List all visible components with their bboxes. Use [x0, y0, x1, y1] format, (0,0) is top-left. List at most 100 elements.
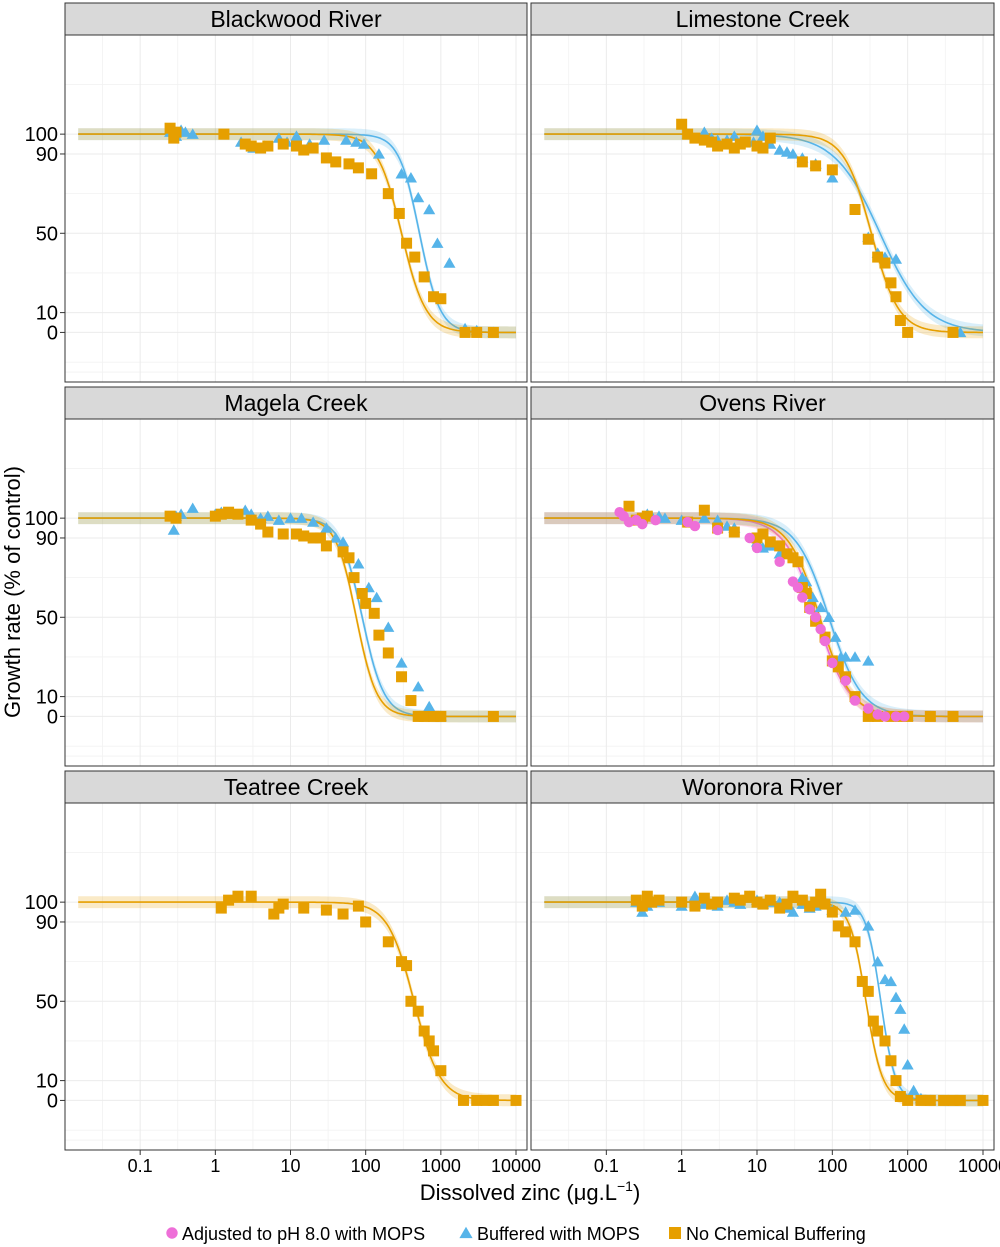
data-point-none — [337, 546, 349, 558]
data-point-none — [215, 508, 227, 520]
data-point-none — [510, 1094, 522, 1106]
data-point-none — [298, 530, 310, 542]
y-tick-label: 50 — [36, 607, 58, 629]
data-point-mops — [382, 621, 395, 632]
data-point-none — [781, 898, 793, 910]
data-point-none — [423, 1035, 435, 1047]
x-tick-label: 1000 — [888, 1156, 928, 1176]
legend-key-none — [669, 1227, 681, 1239]
data-point-ph8 — [797, 592, 808, 603]
data-point-mops — [848, 904, 862, 915]
data-point-mops — [336, 536, 350, 547]
data-point-mops — [839, 651, 852, 662]
data-point-none — [352, 162, 364, 174]
data-point-none — [810, 896, 822, 908]
data-point-none — [862, 985, 874, 997]
data-point-ph8 — [637, 518, 648, 530]
data-point-mops — [186, 128, 199, 139]
data-point-none — [412, 710, 424, 722]
x-tick-label: 100 — [351, 1156, 381, 1176]
data-point-none — [947, 326, 959, 338]
data-point-none — [330, 156, 342, 168]
legend-label: Adjusted to pH 8.0 with MOPS — [182, 1224, 425, 1244]
data-point-none — [428, 291, 440, 303]
x-tick-label: 100 — [817, 1156, 847, 1176]
data-point-none — [804, 900, 816, 912]
data-point-none — [781, 548, 793, 560]
data-point-ph8 — [840, 675, 851, 686]
data-point-none — [800, 587, 812, 599]
x-tick-label: 10 — [747, 1156, 767, 1176]
panel-border — [530, 418, 995, 767]
data-point-none — [826, 164, 838, 176]
data-point-mops — [822, 611, 835, 622]
data-point-mops — [698, 126, 711, 137]
data-point-mops — [773, 144, 786, 155]
data-point-none — [924, 1094, 936, 1106]
data-point-none — [872, 251, 884, 263]
data-point-none — [947, 1094, 959, 1106]
y-tick-label: 50 — [36, 991, 58, 1013]
data-point-mops — [901, 1058, 914, 1070]
data-point-none — [774, 540, 786, 552]
data-point-none — [856, 975, 868, 987]
data-point-none — [435, 1065, 447, 1077]
data-point-mops — [318, 134, 331, 145]
data-point-none — [862, 710, 874, 722]
x-tick-label: 0.1 — [128, 1156, 153, 1176]
data-point-none — [764, 132, 776, 144]
data-point-none — [471, 326, 483, 338]
data-point-mops — [295, 512, 308, 523]
data-point-none — [401, 960, 413, 972]
data-point-none — [653, 894, 665, 906]
data-point-none — [352, 900, 364, 912]
data-point-mops — [284, 512, 297, 523]
facet-panel: Magela Creek — [64, 386, 528, 767]
data-point-mops — [658, 512, 672, 523]
data-point-none — [676, 896, 688, 908]
panel-background — [65, 35, 527, 382]
data-point-none — [712, 896, 724, 908]
data-point-none — [832, 661, 844, 673]
data-points — [215, 890, 522, 1106]
data-point-none — [698, 134, 710, 146]
data-point-mops — [423, 203, 436, 215]
facet-title: Magela Creek — [224, 390, 368, 416]
x-tick-label: 1 — [677, 1156, 687, 1176]
y-tick-label: 50 — [36, 223, 58, 245]
data-point-none — [337, 908, 349, 920]
data-point-mops — [711, 514, 724, 525]
data-point-none — [938, 1094, 950, 1106]
data-point-none — [890, 291, 902, 303]
data-point-none — [815, 888, 827, 900]
data-point-none — [764, 894, 776, 906]
data-point-none — [757, 898, 769, 910]
data-point-mops — [884, 975, 897, 987]
data-point-mops — [786, 148, 799, 159]
data-point-none — [894, 1090, 906, 1102]
data-point-none — [796, 156, 808, 168]
data-point-none — [728, 142, 740, 154]
data-point-none — [698, 504, 710, 516]
facet-panel: Teatree Creek — [64, 770, 528, 1151]
data-point-mops — [167, 524, 180, 535]
data-point-mops — [829, 631, 842, 642]
legend-key-ph8 — [166, 1227, 178, 1239]
data-point-none — [209, 510, 221, 522]
data-point-ph8 — [849, 695, 861, 706]
data-point-mops — [750, 124, 764, 135]
data-point-ph8 — [650, 514, 661, 526]
data-point-mops — [862, 920, 875, 931]
data-point-none — [751, 140, 763, 152]
data-point-none — [320, 152, 332, 164]
y-tick-label: 10 — [36, 1071, 58, 1093]
data-point-none — [885, 1055, 897, 1067]
data-point-none — [428, 710, 440, 722]
data-point-none — [902, 1094, 914, 1106]
data-point-none — [826, 906, 838, 918]
data-point-ph8 — [774, 556, 785, 567]
data-point-none — [954, 1094, 966, 1106]
panel-border — [530, 34, 995, 383]
data-point-none — [751, 532, 763, 544]
